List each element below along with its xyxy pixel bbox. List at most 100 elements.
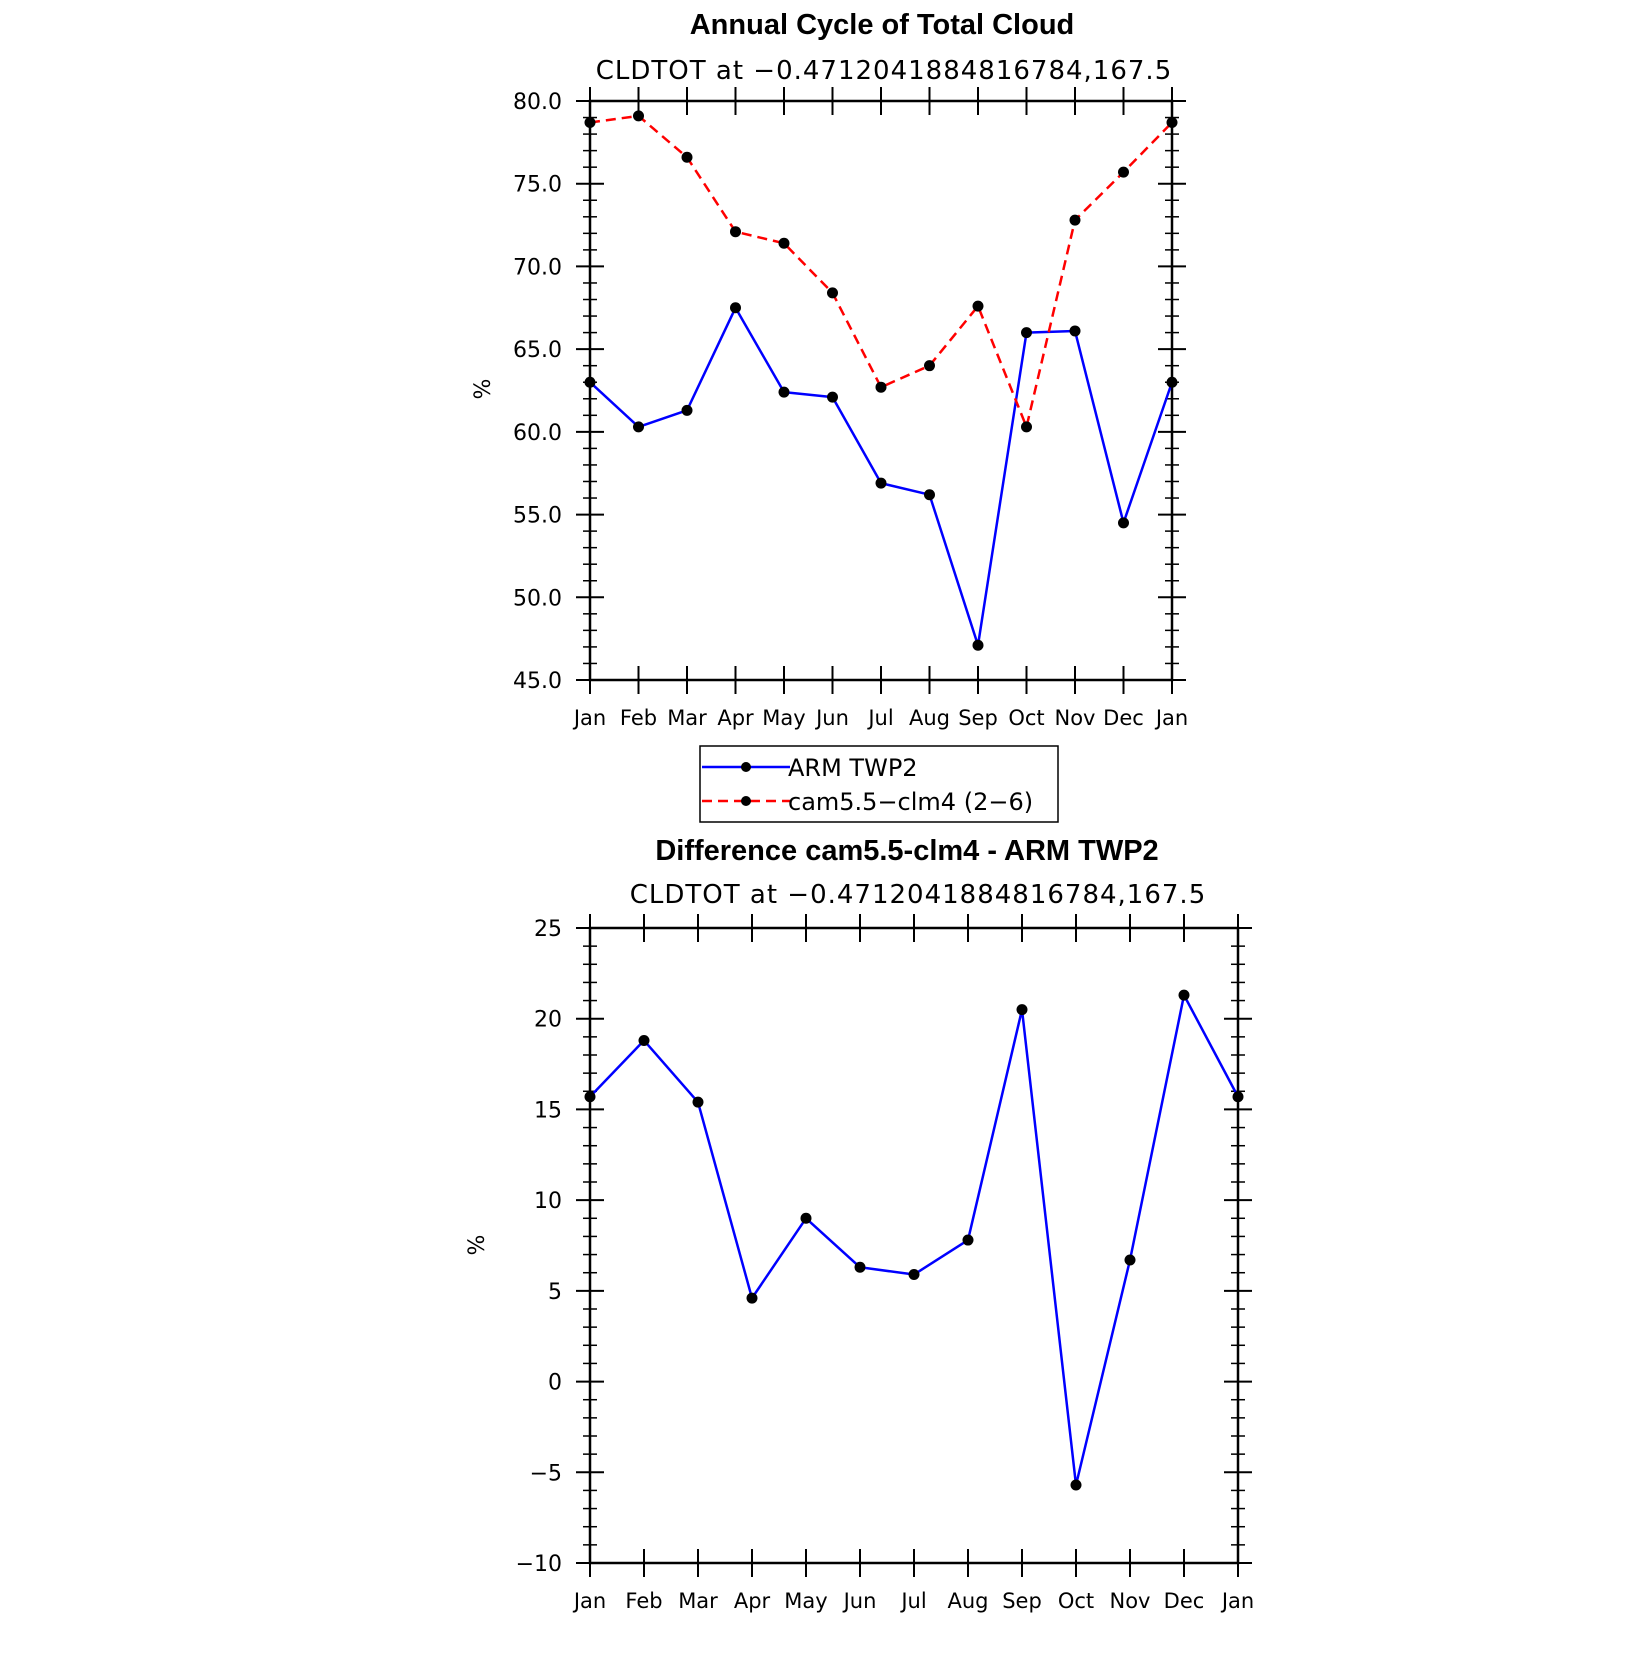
y-tick-label: 0	[548, 1371, 562, 1396]
data-point	[1021, 327, 1032, 339]
y-tick-label: −5	[530, 1461, 562, 1486]
chart-subtitle: CLDTOT at −0.4712041884816784,167.5	[630, 880, 1207, 910]
x-tick-label: Jan	[1220, 1589, 1254, 1613]
y-tick-label: 20	[534, 1008, 562, 1033]
data-point	[633, 110, 644, 122]
x-tick-label: Aug	[947, 1589, 988, 1613]
y-tick-label: 75.0	[513, 173, 562, 198]
annual-cycle-chart: Annual Cycle of Total Cloud CLDTOT at −0…	[471, 9, 1188, 730]
x-tick-label: Jun	[842, 1589, 877, 1613]
data-point	[1232, 1091, 1244, 1103]
chart-title: Difference cam5.5-clm4 - ARM TWP2	[655, 835, 1158, 867]
x-tick-label: Sep	[1002, 1589, 1042, 1613]
x-tick-label: Dec	[1164, 1589, 1205, 1613]
data-point	[584, 117, 596, 129]
data-point	[1166, 117, 1178, 129]
data-point	[1118, 166, 1129, 178]
data-point	[972, 639, 984, 651]
data-point	[827, 391, 838, 403]
x-tick-label: Feb	[625, 1589, 662, 1613]
chart-subtitle: CLDTOT at −0.4712041884816784,167.5	[596, 56, 1173, 86]
y-tick-label: 55.0	[513, 504, 562, 529]
data-point	[778, 386, 790, 398]
series-line-arm-twp2	[589, 306, 1174, 647]
x-tick-label: Aug	[909, 706, 950, 730]
x-tick-label: Nov	[1055, 706, 1096, 730]
x-tick-label: Mar	[667, 706, 707, 730]
data-point	[1124, 1254, 1136, 1266]
series-line-difference	[589, 993, 1240, 1487]
data-point	[972, 300, 984, 312]
x-tick-label: Jan	[572, 1589, 606, 1613]
x-tick-label: Apr	[734, 1589, 771, 1613]
legend: ARM TWP2 cam5.5−clm4 (2−6)	[699, 745, 1059, 823]
data-point	[1069, 325, 1081, 337]
chart-title: Annual Cycle of Total Cloud	[690, 9, 1075, 41]
x-tick-label: Mar	[678, 1589, 718, 1613]
y-tick-label: 65.0	[513, 338, 562, 363]
series-line-cam5-5-clm4-2-6-	[589, 114, 1173, 429]
x-tick-label: Jul	[899, 1589, 926, 1613]
y-tick-label: 80.0	[513, 90, 562, 115]
x-tick-label: Jun	[814, 706, 849, 730]
data-point	[1118, 517, 1129, 529]
y-tick-label: 45.0	[513, 669, 562, 694]
x-tick-label: Feb	[620, 706, 657, 730]
data-point	[1021, 421, 1032, 433]
data-point	[854, 1261, 866, 1273]
x-tick-label: Apr	[717, 706, 754, 730]
data-point	[692, 1096, 704, 1108]
y-axis-label: %	[471, 379, 496, 400]
data-point	[827, 287, 838, 299]
data-point	[778, 237, 790, 249]
legend-label-arm-twp2: ARM TWP2	[788, 754, 918, 782]
plot-frame	[588, 926, 1240, 1565]
data-point	[681, 404, 693, 416]
data-point	[908, 1269, 920, 1281]
data-point	[746, 1292, 758, 1304]
legend-box	[699, 745, 1059, 823]
y-tick-label: 15	[534, 1098, 562, 1123]
difference-chart: Difference cam5.5-clm4 - ARM TWP2 CLDTOT…	[465, 835, 1254, 1613]
data-point	[638, 1034, 650, 1046]
x-tick-label: Oct	[1008, 706, 1044, 730]
data-point	[962, 1234, 974, 1246]
legend-marker-cam55	[741, 796, 751, 806]
data-point	[633, 421, 644, 433]
x-tick-label: Sep	[958, 706, 998, 730]
y-tick-label: 10	[534, 1189, 562, 1214]
y-tick-label: 60.0	[513, 421, 562, 446]
data-point	[584, 376, 596, 388]
data-point	[800, 1212, 812, 1224]
legend-marker-arm-twp2	[741, 762, 751, 772]
x-tick-label: Dec	[1103, 706, 1144, 730]
data-point	[924, 489, 935, 501]
data-point	[681, 151, 693, 163]
x-tick-label: Nov	[1110, 1589, 1151, 1613]
data-point	[1166, 376, 1178, 388]
y-tick-label: 25	[534, 917, 562, 942]
y-tick-label: 70.0	[513, 255, 562, 280]
x-tick-label: Oct	[1058, 1589, 1094, 1613]
y-axis-label: %	[465, 1235, 490, 1256]
data-point	[1070, 1479, 1082, 1491]
x-tick-label: Jul	[866, 706, 893, 730]
data-point	[875, 381, 887, 393]
data-point	[875, 477, 887, 489]
data-point	[924, 360, 935, 372]
legend-label-cam55: cam5.5−clm4 (2−6)	[788, 788, 1033, 816]
data-point	[1178, 989, 1190, 1001]
y-tick-label: 5	[548, 1280, 562, 1305]
y-tick-label: 50.0	[513, 586, 562, 611]
data-point	[1016, 1004, 1028, 1016]
data-point	[730, 226, 741, 238]
x-tick-label: May	[784, 1589, 827, 1613]
y-tick-label: −10	[516, 1552, 562, 1577]
x-tick-label: Jan	[1154, 706, 1188, 730]
data-point	[584, 1091, 596, 1103]
data-point	[1069, 214, 1081, 226]
data-point	[730, 302, 741, 314]
x-tick-label: May	[762, 706, 805, 730]
